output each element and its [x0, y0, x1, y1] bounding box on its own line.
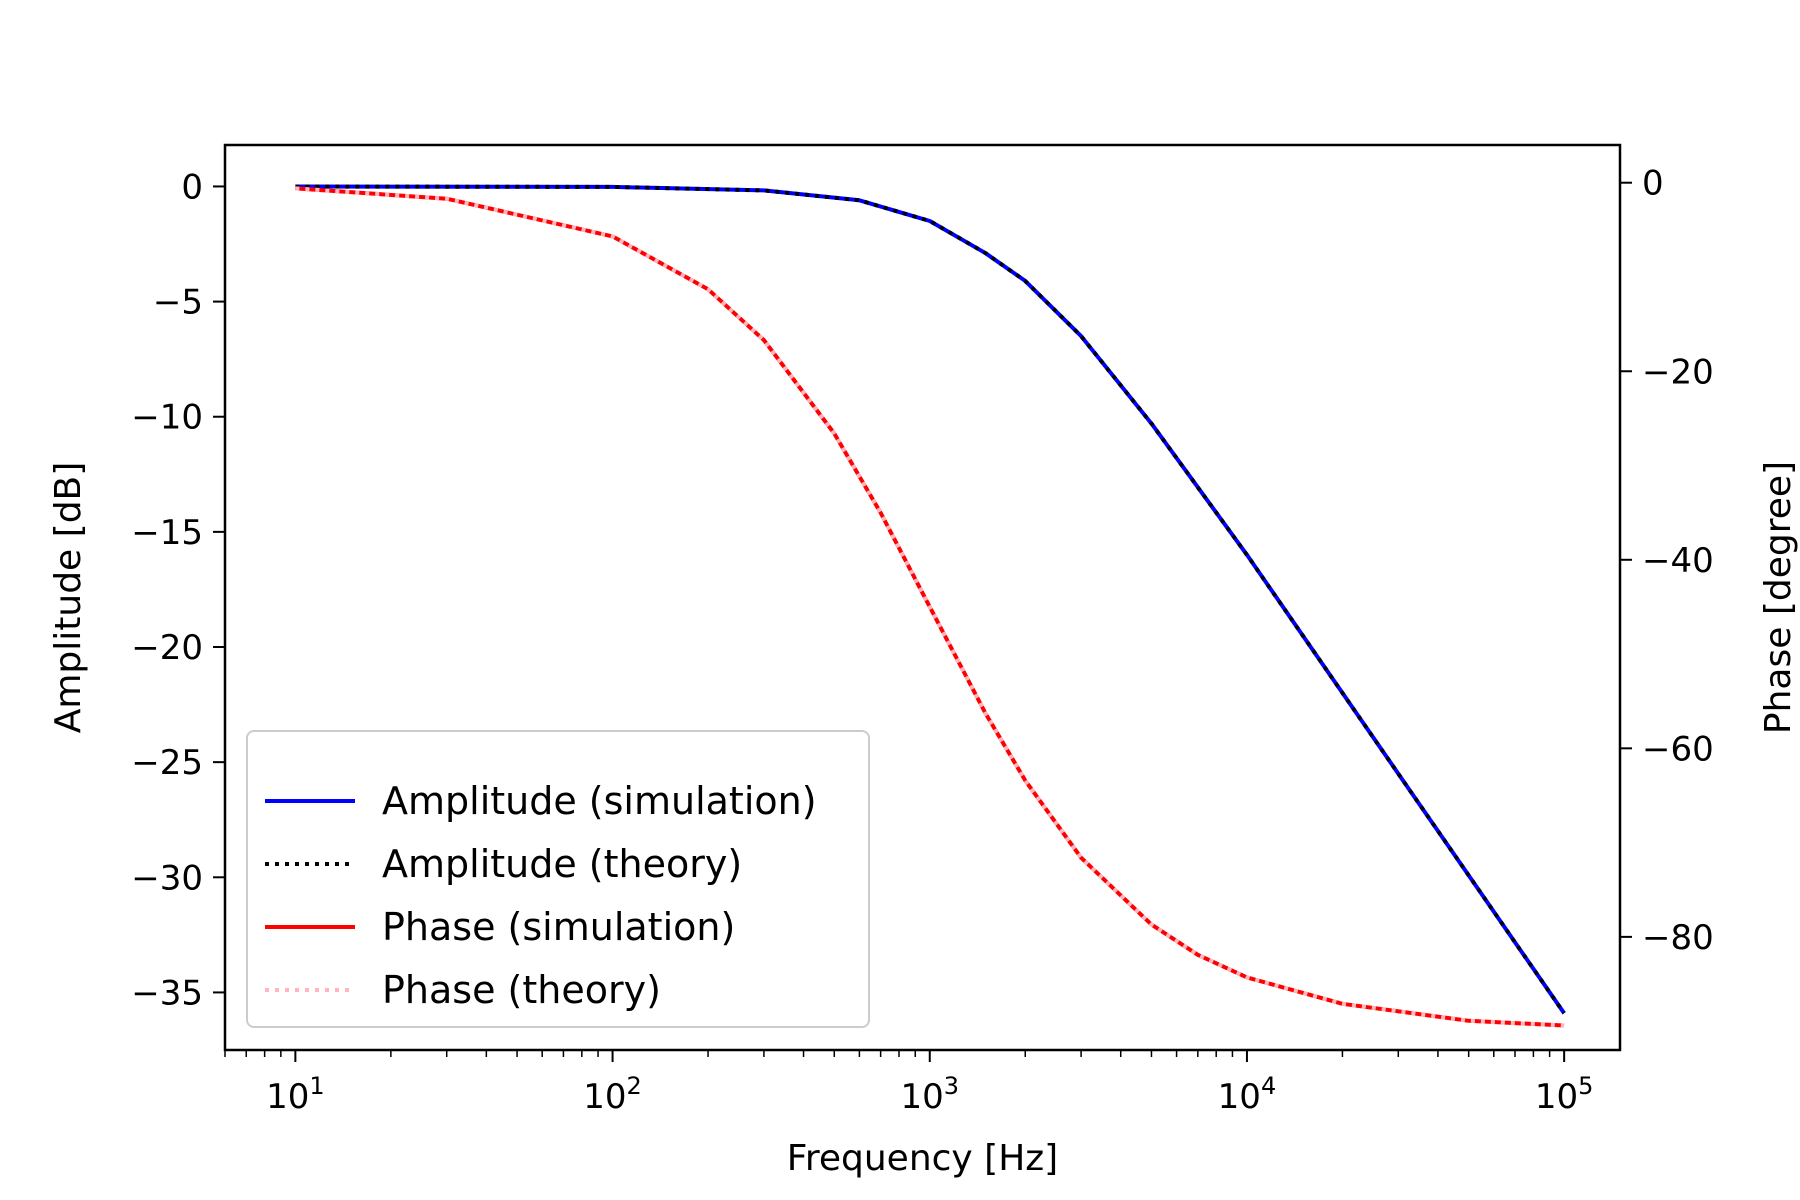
y-axis-label-right: Phase [degree] [1758, 461, 1799, 734]
legend-label: Amplitude (simulation) [382, 779, 817, 823]
plot-frame [223, 143, 1622, 1052]
x-tick-label: 104 [1218, 1072, 1277, 1117]
series-line-1 [295, 184, 1566, 1015]
legend-box [246, 730, 870, 1028]
x-tick-label: 105 [1535, 1072, 1594, 1117]
x-tick-label: 101 [266, 1072, 325, 1117]
x-tick-label: 103 [900, 1072, 959, 1117]
y-left-tick-label: −20 [131, 628, 203, 668]
y-left-tick-label: −5 [153, 283, 203, 323]
y-left-tick-label: −15 [131, 513, 203, 553]
y-left-tick-label: −30 [131, 858, 203, 898]
y-axis-label-left: Amplitude [dB] [48, 462, 89, 734]
y-left-tick-label: 0 [181, 167, 203, 207]
x-axis-label: Frequency [Hz] [787, 1138, 1058, 1179]
x-axis: 101 102 103 104 105 [224, 1050, 1594, 1117]
legend-label: Phase (simulation) [382, 905, 735, 949]
legend: Amplitude (simulation) Amplitude (theory)… [246, 730, 870, 1028]
y-left-tick-label: −10 [131, 398, 203, 438]
y-left-tick-label: −25 [131, 743, 203, 783]
legend-label: Phase (theory) [382, 968, 661, 1012]
y-right-tick-label: −40 [1642, 541, 1714, 581]
y-right-tick-label: 0 [1642, 164, 1664, 204]
x-tick-label: 102 [583, 1072, 642, 1117]
series-layer [295, 184, 1566, 1028]
y-right-tick-label: −80 [1642, 918, 1714, 958]
y-right-tick-label: −60 [1642, 729, 1714, 769]
legend-label: Amplitude (theory) [382, 842, 742, 886]
y-axis-left: 0 −5 −10 −15 −20 −25 −30 −35 [131, 167, 225, 1013]
y-axis-right: 0 −20 −40 −60 −80 [1620, 164, 1714, 958]
y-right-tick-label: −20 [1642, 352, 1714, 392]
series-line-3 [295, 186, 1565, 1028]
y-left-tick-label: −35 [131, 973, 203, 1013]
